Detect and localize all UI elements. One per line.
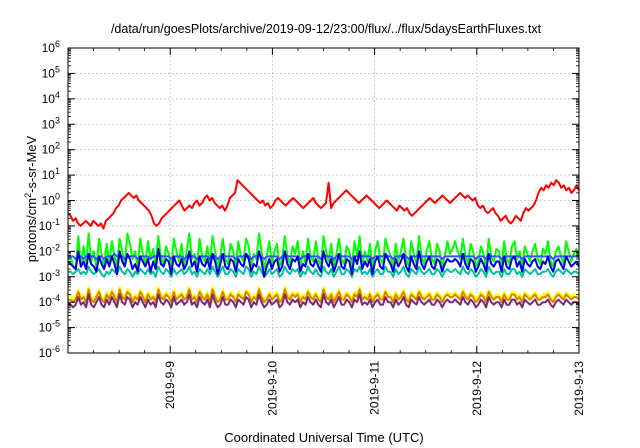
y-tick-label: 10-1 <box>39 217 60 233</box>
y-tick-label: 104 <box>42 90 60 106</box>
y-axis-label-rest: -s-sr-MeV <box>24 135 39 192</box>
y-axis-label: protons/cm2-s-sr-MeV <box>23 135 39 262</box>
y-tick-label: 10-5 <box>39 319 60 335</box>
y-tick-label: 102 <box>42 141 60 157</box>
series-line-6 <box>68 288 580 304</box>
series-line-7 <box>68 293 580 309</box>
series-line-8 <box>67 179 580 230</box>
y-tick-label: 10-2 <box>39 242 60 258</box>
x-tick-label: 2019-9-11 <box>368 361 382 415</box>
series-line-1 <box>67 232 580 271</box>
series-group <box>67 179 580 309</box>
x-tick-label: 2019-9-10 <box>265 361 279 416</box>
y-tick-label: 10-6 <box>39 344 60 360</box>
y-tick-label: 101 <box>42 166 60 182</box>
x-axis-label: Coordinated Universal Time (UTC) <box>224 430 423 445</box>
series-line-2 <box>68 265 580 278</box>
y-tick-label: 10-3 <box>39 268 60 284</box>
axes: 10-6 10-5 10-4 10-3 10-2 10-1 100 101 102 103 104 1… <box>39 39 586 416</box>
y-axis-label-sup: 2 <box>23 193 33 198</box>
y-axis-label-base: protons/cm <box>24 198 39 262</box>
y-tick-label: 10-4 <box>39 293 60 309</box>
x-tick-label: 2019-9-13 <box>572 361 586 416</box>
x-tick-label: 2019-9-12 <box>470 361 484 416</box>
chart-title: /data/run/goesPlots/archive/2019-09-12/2… <box>111 22 542 36</box>
y-tick-label: 106 <box>42 39 60 55</box>
series-line-5 <box>67 285 580 301</box>
y-tick-label: 103 <box>42 115 60 131</box>
x-tick-label: 2019-9-9 <box>163 361 177 409</box>
series-line-4 <box>67 247 580 278</box>
y-tick-label: 100 <box>42 192 60 208</box>
y-tick-label: 105 <box>42 64 60 80</box>
